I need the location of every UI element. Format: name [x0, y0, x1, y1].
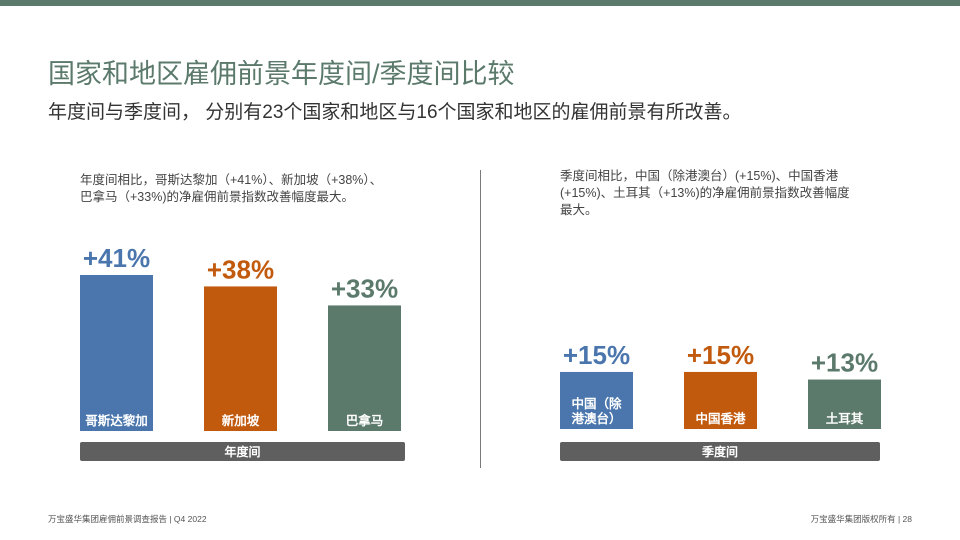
qoq-description: 季度间相比，中国（除港澳台）(+15%)、中国香港 (+15%)、土耳其（+13… — [560, 168, 850, 219]
qoq-bar — [560, 371, 633, 429]
top-accent-bar — [0, 0, 960, 6]
qoq-category-label: 中国（除 — [571, 396, 622, 411]
yoy-category-label: 哥斯达黎加 — [85, 413, 148, 428]
yoy-value-label: +41% — [83, 243, 150, 273]
yoy-value-label: +38% — [207, 254, 274, 284]
yoy-axis-label-bar — [80, 442, 405, 461]
qoq-axis-label-bar — [560, 442, 880, 461]
qoq-value-label: +15% — [563, 340, 630, 370]
yoy-bar — [80, 275, 153, 431]
yoy-bar — [328, 305, 401, 431]
yoy-category-label: 新加坡 — [222, 413, 260, 428]
yoy-category-label: 巴拿马 — [346, 413, 384, 428]
qoq-axis-label: 季度间 — [701, 444, 738, 459]
qoq-description-line: (+15%)、土耳其（+13%)的净雇佣前景指数改善幅度 — [560, 186, 850, 200]
qoq-value-label: +13% — [811, 348, 878, 378]
slide-title: 国家和地区雇佣前景年度间/季度间比较 — [48, 59, 515, 89]
footer-copyright: 万宝盛华集团版权所有 | 28 — [810, 514, 912, 524]
yoy-value-label: +33% — [331, 273, 398, 303]
yoy-bar — [204, 286, 277, 431]
yoy-description: 年度间相比，哥斯达黎加（+41%）、新加坡（+38%）、 巴拿马（+33%)的净… — [80, 172, 382, 206]
qoq-value-label: +15% — [687, 340, 754, 370]
yoy-axis-label: 年度间 — [224, 444, 260, 459]
qoq-category-label: 土耳其 — [826, 411, 864, 426]
panel-divider — [480, 170, 481, 468]
qoq-bar — [684, 371, 757, 429]
yoy-description-line: 年度间相比，哥斯达黎加（+41%）、新加坡（+38%）、 — [80, 173, 383, 187]
slide-subtitle: 年度间与季度间， 分别有23个国家和地区与16个国家和地区的雇佣前景有所改善。 — [48, 102, 742, 123]
yoy-description-line: 巴拿马（+33%)的净雇佣前景指数改善幅度最大。 — [80, 190, 354, 204]
footer-report-name: 万宝盛华集团雇佣前景调查报告 | Q4 2022 — [48, 514, 207, 524]
qoq-description-line: 季度间相比，中国（除港澳台）(+15%)、中国香港 — [560, 169, 839, 183]
qoq-category-label: 港澳台） — [571, 411, 621, 426]
qoq-description-line: 最大。 — [560, 203, 598, 217]
qoq-bar — [808, 379, 881, 429]
qoq-category-label: 中国香港 — [695, 411, 746, 426]
